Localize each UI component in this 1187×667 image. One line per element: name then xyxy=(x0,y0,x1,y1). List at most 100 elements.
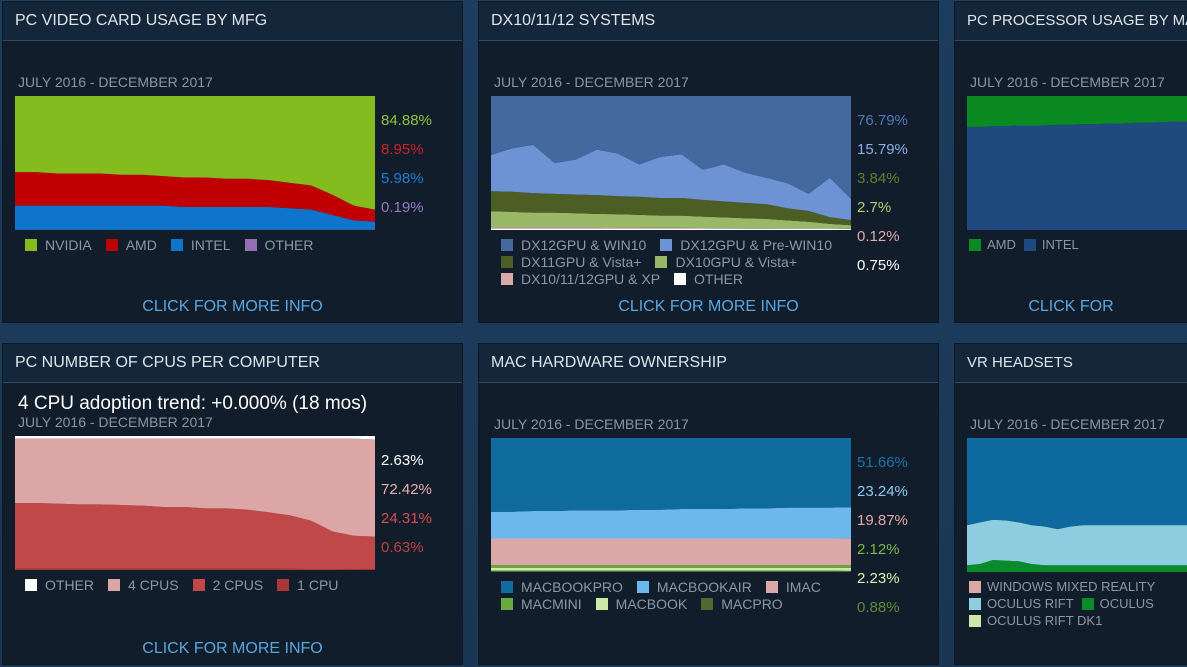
panel-title: MAC HARDWARE OWNERSHIP xyxy=(491,354,727,371)
area-series-macbookair xyxy=(491,507,851,539)
area-series-oculus xyxy=(967,559,1187,572)
chart-panel[interactable]: DX10/11/12 SYSTEMS JULY 2016 - DECEMBER 2… xyxy=(479,2,938,322)
legend-label: INTEL xyxy=(190,236,231,253)
legend-item: OCULUS xyxy=(1081,595,1154,612)
legend-label: NVIDIA xyxy=(45,236,92,253)
percent-value: 19.87% xyxy=(857,512,908,529)
legend-swatch xyxy=(501,238,513,251)
percent-value: 5.98% xyxy=(381,170,424,187)
legend-item: MACPRO xyxy=(701,595,783,612)
legend-item: 1 CPU xyxy=(277,576,338,593)
legend-item: DX10/11/12GPU & XP xyxy=(501,270,660,287)
percent-labels: 51.66% 23.24% 19.87% 2.12% 2.23% 0.88% xyxy=(857,448,908,622)
legend-item: MACBOOK xyxy=(595,595,688,612)
click-for-more-info-link[interactable]: CLICK FOR MORE INFO xyxy=(142,298,323,315)
legend-label: 2 CPUS xyxy=(212,576,264,593)
legend-swatch xyxy=(244,238,257,251)
legend-swatch xyxy=(595,597,608,610)
chart-panel[interactable]: VR HEADSETS JULY 2016 - DECEMBER 2017 WIND… xyxy=(955,344,1187,664)
area-series-intel xyxy=(15,205,375,230)
legend-item: DX10GPU & Vista+ xyxy=(655,253,797,270)
legend-item: MACMINI xyxy=(501,595,582,612)
area-series-macbookpro xyxy=(491,438,851,512)
legend-item: OTHER xyxy=(674,270,743,287)
percent-value: 24.31% xyxy=(381,510,432,527)
legend-item: IMAC xyxy=(765,578,821,595)
chart-legend: OTHER 4 CPUS 2 CPUS 1 CPU xyxy=(25,576,405,593)
legend-swatch xyxy=(969,597,981,610)
legend-swatch xyxy=(969,580,981,593)
click-for-more-info-link[interactable]: CLICK FOR MORE INFO xyxy=(618,298,799,315)
legend-item: OTHER xyxy=(244,236,314,253)
panel-title: PC VIDEO CARD USAGE BY MFG xyxy=(15,12,268,29)
legend-swatch xyxy=(765,580,778,593)
stacked-area-chart xyxy=(491,438,851,572)
legend-swatch xyxy=(969,614,981,627)
legend-swatch xyxy=(501,255,513,268)
legend-label: OTHER xyxy=(694,270,744,287)
area-series-macbook xyxy=(491,567,851,571)
legend-label: OTHER xyxy=(45,576,94,593)
click-for-more-info-link[interactable]: CLICK FOR xyxy=(1028,298,1114,315)
legend-item: OTHER xyxy=(25,576,94,593)
area-series-2-cpus xyxy=(15,503,375,570)
chart-panel[interactable]: PC NUMBER OF CPUS PER COMPUTER 4 CPU adop… xyxy=(3,344,462,664)
percent-value: 2.23% xyxy=(857,570,900,587)
area-series-imac xyxy=(491,538,851,566)
percent-labels: 84.88% 8.95% 5.98% 0.19% xyxy=(381,106,432,222)
panel-title: PC PROCESSOR USAGE BY MA xyxy=(967,12,1187,29)
legend-swatch xyxy=(277,578,290,591)
legend-swatch xyxy=(501,597,513,610)
legend-item: INTEL xyxy=(1023,236,1079,253)
percent-value: 0.75% xyxy=(857,257,900,274)
legend-label: INTEL xyxy=(1041,237,1079,252)
legend-label: AMD xyxy=(125,236,157,253)
trend-text: 4 CPU adoption trend: +0.000% (18 mos) xyxy=(18,393,368,414)
percent-value: 3.84% xyxy=(857,170,900,187)
area-series-other xyxy=(15,436,375,440)
percent-value: 2.12% xyxy=(857,541,900,558)
legend-label: DX12GPU & WIN10 xyxy=(521,236,647,253)
chart-panel[interactable]: PC PROCESSOR USAGE BY MA JULY 2016 - DECE… xyxy=(955,2,1187,322)
chart-legend: MACBOOKPRO MACBOOKAIR IMAC MACMINI MACBOOK MA… xyxy=(501,578,846,612)
legend-label: AMD xyxy=(987,237,1016,252)
legend-label: 1 CPU xyxy=(297,576,339,593)
date-range: JULY 2016 - DECEMBER 2017 xyxy=(18,74,213,90)
area-series-dx12gpu-pre-win10 xyxy=(491,144,851,221)
legend-label: IMAC xyxy=(785,578,821,595)
percent-value: 23.24% xyxy=(857,483,908,500)
area-series-dx10-11-12gpu-xp xyxy=(491,227,851,229)
chart-legend: AMD INTEL xyxy=(969,236,1179,253)
legend-item: AMD xyxy=(969,236,1016,253)
panel-title: VR HEADSETS xyxy=(967,354,1073,371)
legend-item: WINDOWS MIXED REALITY xyxy=(969,578,1155,595)
legend-label: MACBOOK xyxy=(615,595,688,612)
area-series-dx12gpu-win10 xyxy=(491,96,851,199)
percent-value: 0.19% xyxy=(381,199,424,216)
area-series-4-cpus xyxy=(15,438,375,537)
legend-label: WINDOWS MIXED REALITY xyxy=(987,579,1156,594)
legend-item: INTEL xyxy=(170,236,231,253)
chart-legend: WINDOWS MIXED REALITY OCULUS RIFT OCULUS OC… xyxy=(969,578,1179,629)
percent-value: 76.79% xyxy=(857,112,908,129)
legend-swatch xyxy=(25,238,37,251)
date-range: JULY 2016 - DECEMBER 2017 xyxy=(970,416,1165,432)
legend-item: DX12GPU & WIN10 xyxy=(501,236,646,253)
panel-header: PC PROCESSOR USAGE BY MA xyxy=(955,2,1187,41)
legend-item: OCULUS RIFT xyxy=(969,595,1074,612)
legend-label: MACMINI xyxy=(521,595,582,612)
legend-item: 2 CPUS xyxy=(192,576,264,593)
legend-swatch xyxy=(108,578,120,591)
stacked-area-chart xyxy=(967,438,1187,572)
click-for-more-info-link[interactable]: CLICK FOR MORE INFO xyxy=(142,640,323,657)
chart-panel[interactable]: MAC HARDWARE OWNERSHIP JULY 2016 - DECEMB… xyxy=(479,344,938,664)
legend-label: DX11GPU & Vista+ xyxy=(521,253,642,270)
percent-value: 2.63% xyxy=(381,452,424,469)
panel-title: DX10/11/12 SYSTEMS xyxy=(491,12,656,29)
legend-swatch xyxy=(25,578,37,591)
percent-labels: 76.79% 15.79% 3.84% 2.7% 0.12% 0.75% xyxy=(857,106,908,280)
percent-value: 72.42% xyxy=(381,481,432,498)
stacked-area-chart xyxy=(491,96,851,230)
chart-panel[interactable]: PC VIDEO CARD USAGE BY MFG JULY 2016 - DE… xyxy=(3,2,462,322)
legend-label: DX12GPU & Pre-WIN10 xyxy=(680,236,832,253)
